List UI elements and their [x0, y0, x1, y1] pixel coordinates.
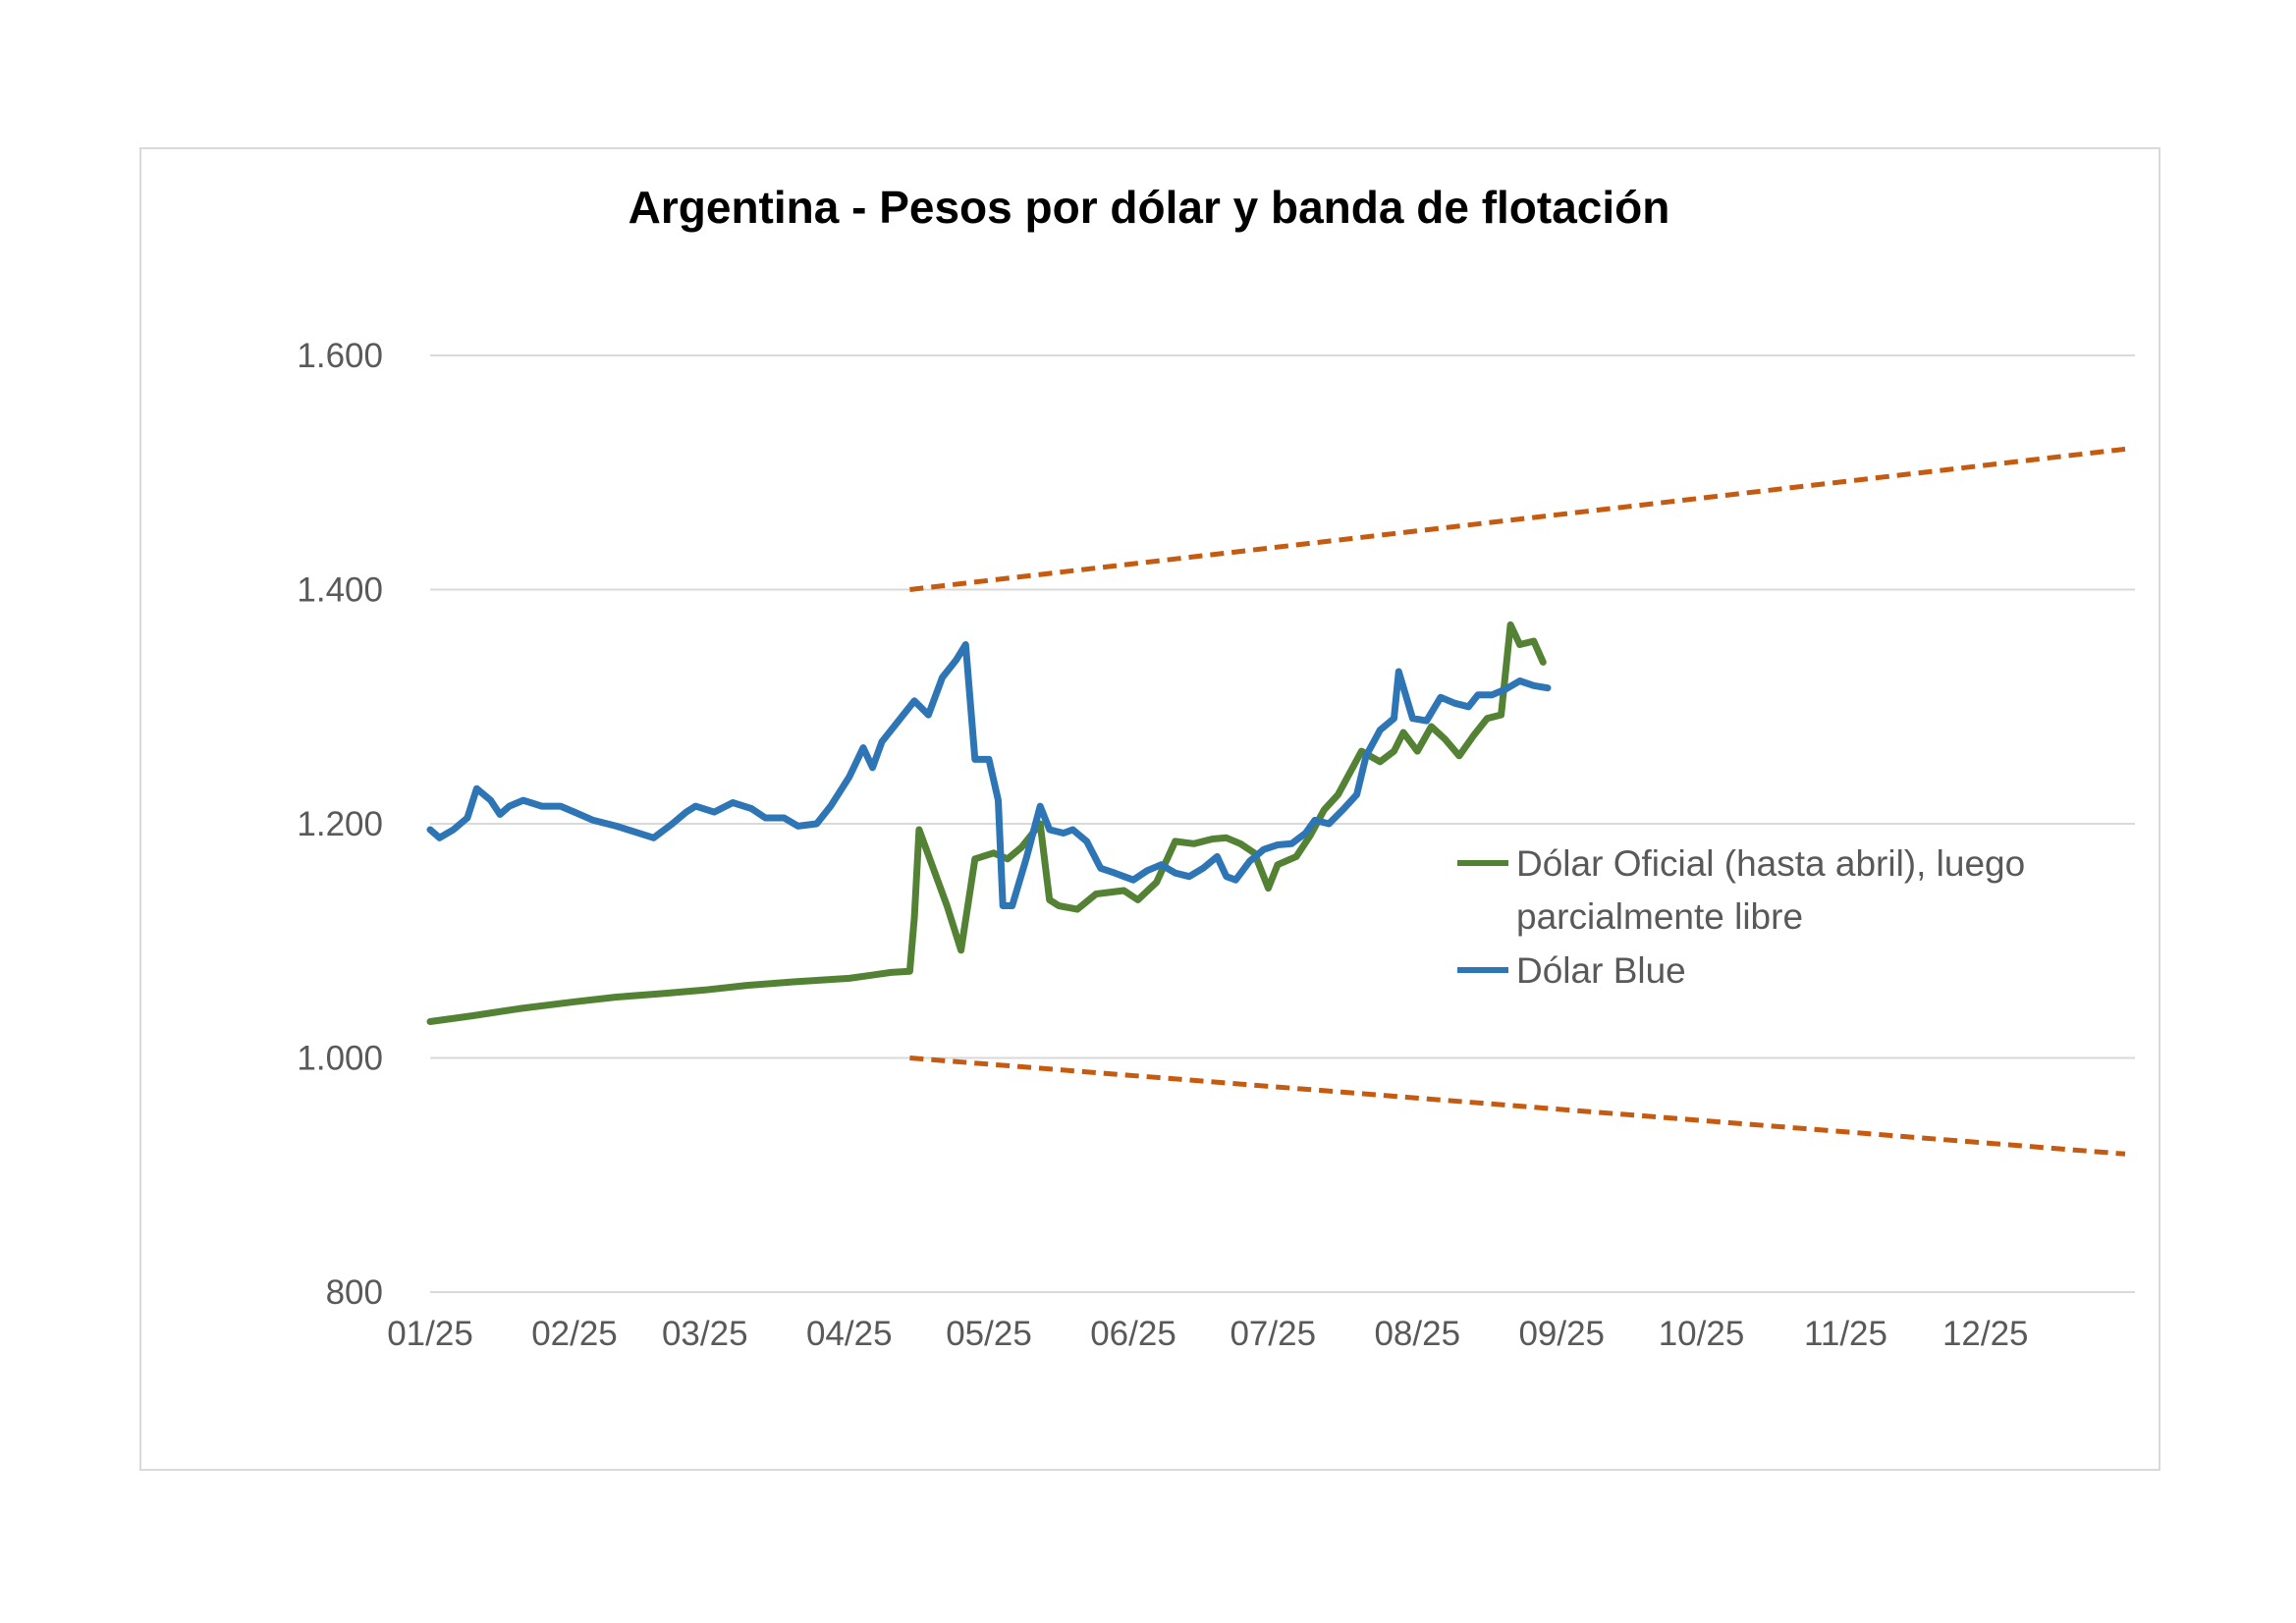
gridlines [430, 354, 2135, 1293]
y-tick-label: 800 [326, 1273, 383, 1312]
series-line-blue [426, 641, 1552, 909]
series-lines [426, 446, 2126, 1157]
x-tick-label: 05/25 [946, 1315, 1032, 1353]
chart-svg: Argentina - Pesos por dólar y banda de f… [297, 182, 2135, 1353]
band-line [909, 1055, 2126, 1157]
legend-label-blue: Dólar Blue [1516, 950, 1686, 991]
x-axis-ticks: 01/25 02/25 03/25 04/25 05/25 06/25 07/25 08/25… [387, 1315, 2028, 1353]
y-tick-label: 1.200 [297, 805, 383, 843]
y-axis-ticks: 800 1.000 1.200 1.400 1.600 [297, 337, 383, 1312]
y-tick-label: 1.000 [297, 1040, 383, 1078]
x-tick-label: 06/25 [1090, 1315, 1176, 1353]
x-tick-label: 04/25 [806, 1315, 893, 1353]
x-tick-label: 08/25 [1374, 1315, 1460, 1353]
x-tick-label: 09/25 [1518, 1315, 1605, 1353]
x-tick-label: 03/25 [662, 1315, 748, 1353]
x-tick-label: 11/25 [1804, 1315, 1887, 1353]
series-line-oficial [426, 621, 1547, 1025]
y-tick-label: 1.400 [297, 571, 383, 610]
x-tick-label: 01/25 [387, 1315, 473, 1353]
legend: Dólar Oficial (hasta abril), luego parci… [1457, 843, 2025, 991]
legend-label-oficial-line2: parcialmente libre [1516, 896, 1803, 937]
x-tick-label: 12/25 [1942, 1315, 2029, 1353]
x-tick-label: 02/25 [531, 1315, 618, 1353]
legend-label-oficial-line1: Dólar Oficial (hasta abril), luego [1516, 843, 2025, 884]
x-tick-label: 10/25 [1659, 1315, 1745, 1353]
chart-title: Argentina - Pesos por dólar y banda de f… [629, 182, 1670, 233]
chart-area: Argentina - Pesos por dólar y banda de f… [139, 147, 2160, 1471]
band-line [909, 446, 2126, 592]
y-tick-label: 1.600 [297, 337, 383, 375]
x-tick-label: 07/25 [1230, 1315, 1316, 1353]
